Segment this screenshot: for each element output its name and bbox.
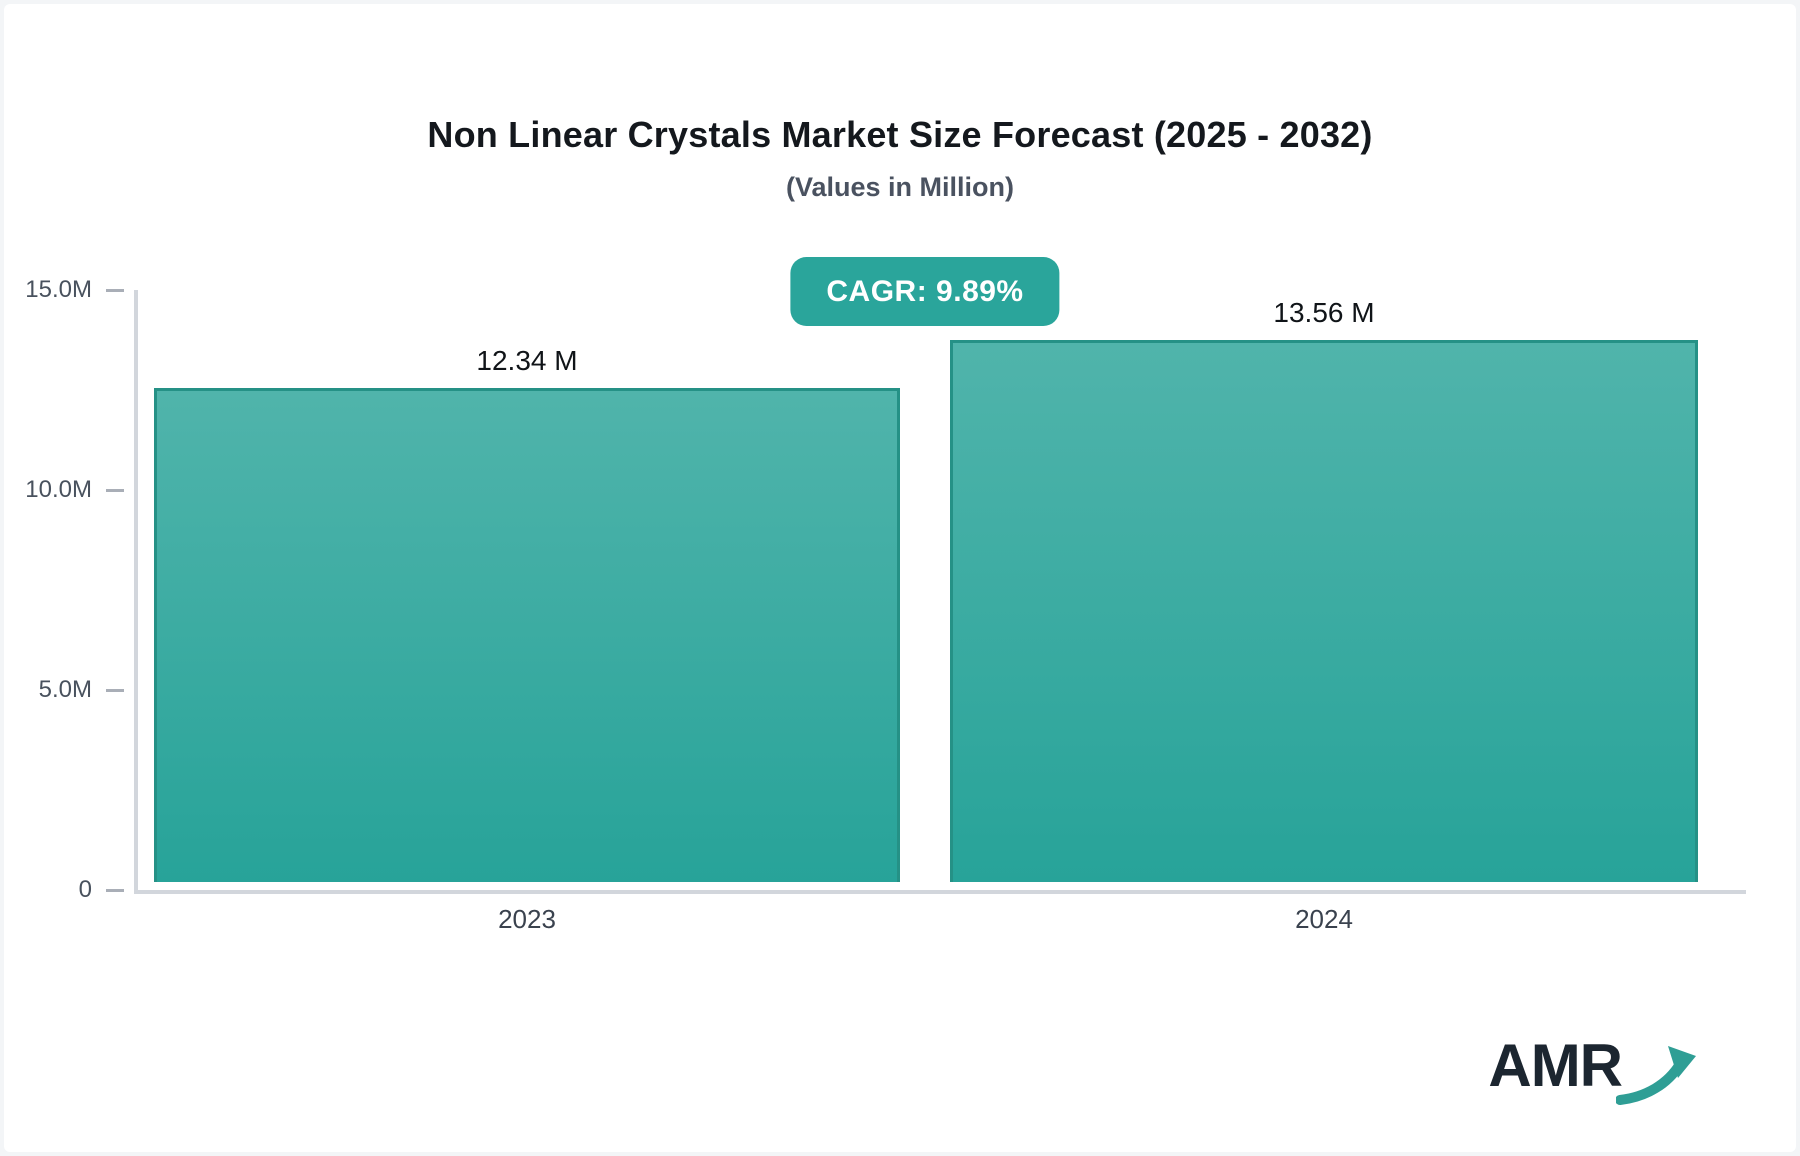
y-tick-10m: 10.0M [20,476,124,504]
tick-dash-icon [106,488,124,492]
tick-dash-icon [106,288,124,292]
bar-2023[interactable]: 12.34 M [154,345,900,882]
chart-subtitle: (Values in Million) [785,172,1015,202]
y-tick-label: 15.0M [25,276,92,303]
y-axis-line [134,290,138,894]
chart-title: Non Linear Crystals Market Size Forecast… [427,114,1373,155]
tick-dash-icon [106,688,124,692]
cagr-badge: CAGR: 9.89% [790,257,1060,326]
x-axis-line [134,890,1746,894]
x-category-label-2024: 2024 [1295,904,1353,934]
growth-arrow-icon [1615,1040,1700,1111]
y-tick-15m: 15.0M [20,276,124,304]
x-category-label-2023: 2023 [498,904,556,934]
y-tick-0: 0 [20,876,124,904]
bar-value-label-2024: 13.56 M [1273,297,1375,328]
tick-dash-icon [106,888,124,892]
bar-value-label-2023: 12.34 M [476,345,578,376]
amr-logo-text: AMR [1488,1032,1623,1099]
amr-logo: AMR [1488,1036,1700,1111]
chart-card: Non Linear Crystals Market Size Forecast… [4,4,1796,1152]
y-tick-5m: 5.0M [20,676,124,704]
y-tick-label: 10.0M [25,476,92,503]
y-tick-label: 0 [78,876,92,903]
y-tick-label: 5.0M [38,676,92,703]
bar-2024[interactable]: 13.56 M [950,297,1698,882]
